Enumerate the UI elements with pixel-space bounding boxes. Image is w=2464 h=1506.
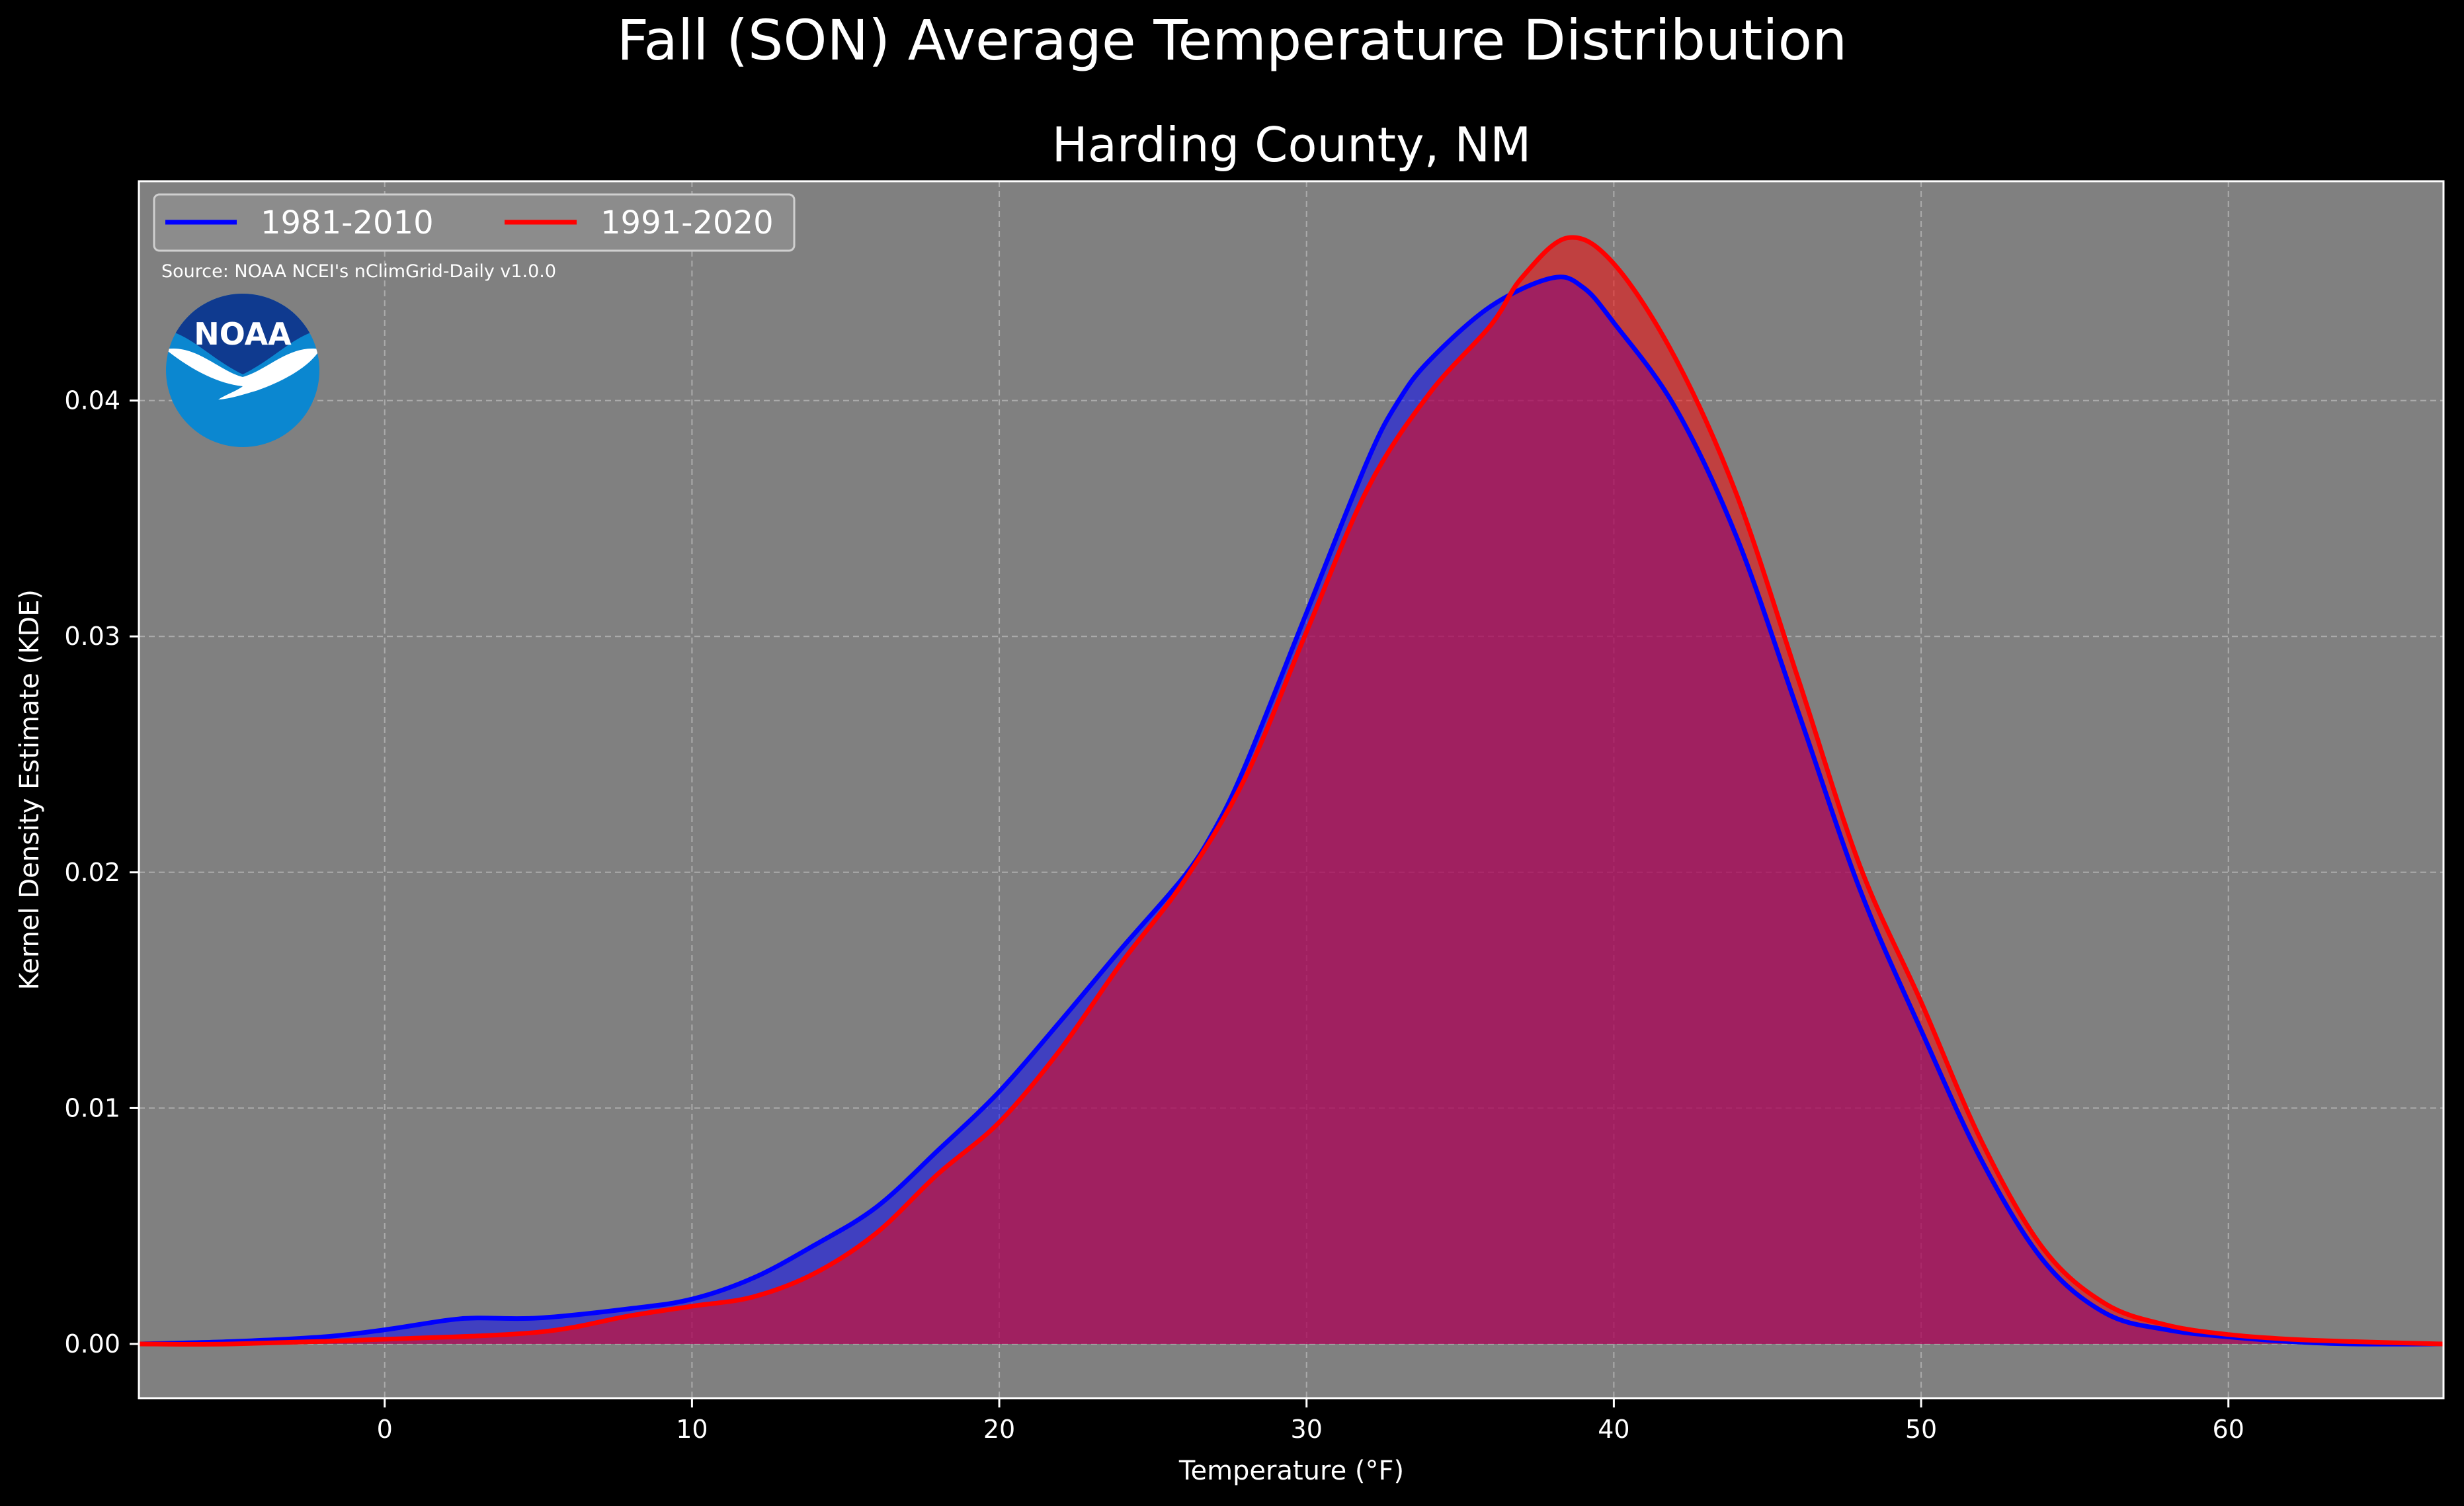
y-axis-ticks: 0.00 0.01 0.02 0.03 0.04: [64, 386, 139, 1359]
x-tick-label-20: 20: [983, 1415, 1015, 1444]
x-axis-label: Temperature (°F): [1178, 1456, 1404, 1486]
x-tick-label-50: 50: [1905, 1415, 1937, 1444]
y-axis-label: Kernel Density Estimate (KDE): [15, 589, 45, 990]
x-axis-ticks: 0 10 20 30 40 50 60: [377, 1398, 2244, 1444]
x-tick-label-10: 10: [676, 1415, 708, 1444]
legend-frame: [153, 193, 796, 252]
legend-label-1981-2010: 1981-2010: [261, 204, 434, 241]
plot-frame: [138, 180, 2445, 1400]
series-line-1991-2020: [138, 235, 2444, 1347]
y-tick-label-0.02: 0.02: [64, 858, 120, 887]
y-tick-label-0.04: 0.04: [64, 386, 120, 415]
x-tick-label-30: 30: [1291, 1415, 1323, 1444]
chart-title: Harding County, NM: [1052, 117, 1532, 173]
noaa-logo-bird-icon: [166, 348, 319, 399]
figure-suptitle: Fall (SON) Average Temperature Distribut…: [617, 8, 1847, 73]
series-fill-1991-2020: [139, 237, 2443, 1345]
y-tick-label-0.01: 0.01: [64, 1093, 120, 1122]
series-fills: [139, 237, 2443, 1345]
series-line-1981-2010: [138, 274, 2444, 1347]
noaa-logo-text: NOAA: [194, 316, 292, 352]
x-tick-label-0: 0: [377, 1415, 393, 1444]
series-lines: [138, 235, 2444, 1347]
x-tick-label-60: 60: [2213, 1415, 2244, 1444]
y-tick-label-0.03: 0.03: [64, 622, 120, 651]
y-tick-label-0.00: 0.00: [64, 1329, 120, 1359]
legend: 1981-2010 1991-2020: [153, 193, 796, 252]
legend-label-1991-2020: 1991-2020: [600, 204, 774, 241]
x-tick-label-40: 40: [1598, 1415, 1629, 1444]
source-note: Source: NOAA NCEI's nClimGrid-Daily v1.0…: [161, 261, 556, 282]
